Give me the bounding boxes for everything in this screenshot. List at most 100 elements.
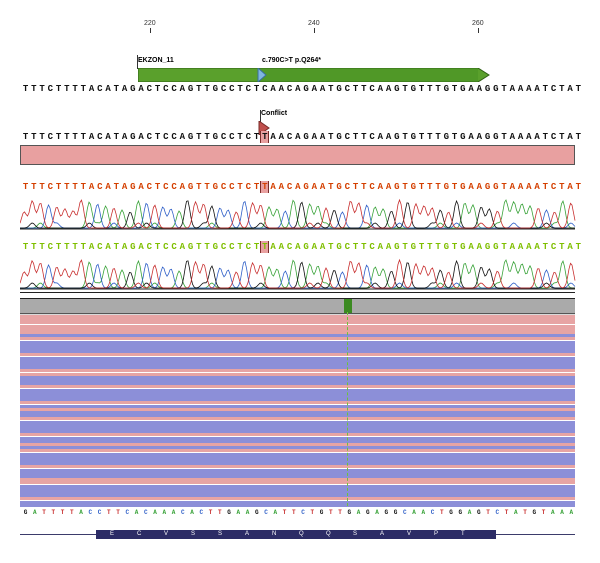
amino-acid: V xyxy=(164,531,169,537)
base: T xyxy=(402,132,408,142)
base: T xyxy=(451,242,458,252)
base: A xyxy=(179,132,186,142)
base: A xyxy=(534,84,540,94)
base: A xyxy=(138,242,144,252)
base: C xyxy=(163,182,169,192)
base: T xyxy=(329,509,333,516)
amino-acid: S xyxy=(191,531,196,537)
base: G xyxy=(458,509,463,516)
base: G xyxy=(187,182,194,192)
base: C xyxy=(369,182,375,192)
base: A xyxy=(551,509,555,516)
base: T xyxy=(51,509,56,516)
base: A xyxy=(377,84,384,94)
base: T xyxy=(361,84,367,94)
base: T xyxy=(559,132,565,142)
base: C xyxy=(369,132,375,142)
base: A xyxy=(179,182,186,192)
base: T xyxy=(113,84,120,94)
base: A xyxy=(509,84,516,94)
exon-annotation-arrow[interactable] xyxy=(138,68,490,82)
base: A xyxy=(138,182,144,192)
base: G xyxy=(410,132,417,142)
base: G xyxy=(460,84,466,94)
base: A xyxy=(385,242,392,252)
base: C xyxy=(88,509,93,516)
base: G xyxy=(336,84,342,94)
base: C xyxy=(181,509,185,516)
base: A xyxy=(311,132,318,142)
base: T xyxy=(60,509,65,516)
base: A xyxy=(278,242,285,252)
base: A xyxy=(121,84,128,94)
base: A xyxy=(162,509,167,516)
base: T xyxy=(237,242,243,252)
base: G xyxy=(410,242,417,252)
base: T xyxy=(154,242,161,252)
base: A xyxy=(311,84,318,94)
base: A xyxy=(138,84,144,94)
base: A xyxy=(377,132,384,142)
base: G xyxy=(336,132,342,142)
base: T xyxy=(486,509,490,516)
base: T xyxy=(559,242,565,252)
ruler-tick xyxy=(150,28,151,33)
base: T xyxy=(559,84,565,94)
base: G xyxy=(303,182,309,192)
base: T xyxy=(113,132,120,142)
base: T xyxy=(22,84,29,94)
base: T xyxy=(451,132,458,142)
base: T xyxy=(501,132,507,142)
base: G xyxy=(347,509,352,516)
base: A xyxy=(476,182,483,192)
base: G xyxy=(187,242,194,252)
base: C xyxy=(220,242,227,252)
amino-acid: T xyxy=(461,531,465,537)
base: T xyxy=(435,84,441,94)
base: T xyxy=(504,509,509,516)
base: C xyxy=(163,132,169,142)
base: C xyxy=(369,242,375,252)
translation-bar[interactable] xyxy=(96,530,496,539)
variant-marker-icon[interactable] xyxy=(257,68,267,82)
base: A xyxy=(468,132,474,142)
base: A xyxy=(567,242,573,252)
base: G xyxy=(130,242,136,252)
base: A xyxy=(509,182,516,192)
base: T xyxy=(196,84,202,94)
base: A xyxy=(236,509,241,516)
base: T xyxy=(292,509,296,516)
identity-band xyxy=(20,145,575,165)
base: G xyxy=(130,84,136,94)
ruler-tick xyxy=(314,28,315,33)
base: G xyxy=(532,509,537,516)
base: T xyxy=(427,132,433,142)
coverage-bar xyxy=(20,299,575,314)
base: C xyxy=(146,182,153,192)
base: C xyxy=(171,242,177,252)
base: A xyxy=(509,132,516,142)
aligned-read[interactable] xyxy=(20,503,575,507)
reads-alignment-panel[interactable] xyxy=(20,298,575,507)
amino-acid: N xyxy=(272,531,277,537)
base: T xyxy=(64,84,70,94)
base: T xyxy=(204,242,210,252)
base: G xyxy=(319,509,324,516)
base: A xyxy=(468,242,474,252)
base: G xyxy=(443,84,450,94)
amino-acid: V xyxy=(407,531,412,537)
base: C xyxy=(229,132,235,142)
base: G xyxy=(366,509,370,516)
base: A xyxy=(567,132,573,142)
base: T xyxy=(542,132,549,142)
base: A xyxy=(526,84,532,94)
trace-a xyxy=(20,259,575,289)
base: A xyxy=(138,132,144,142)
base: G xyxy=(460,132,466,142)
base: A xyxy=(88,182,95,192)
base: C xyxy=(262,84,268,94)
base: T xyxy=(418,182,425,192)
base: T xyxy=(22,182,29,192)
